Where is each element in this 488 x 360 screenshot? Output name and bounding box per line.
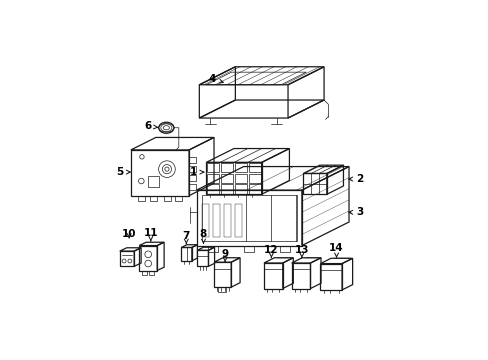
Text: 11: 11	[143, 228, 158, 241]
Text: 6: 6	[144, 121, 157, 131]
Text: 5: 5	[116, 167, 130, 177]
Text: 9: 9	[221, 249, 228, 262]
Text: 3: 3	[348, 207, 363, 217]
Text: 7: 7	[182, 231, 190, 244]
Text: 2: 2	[348, 174, 363, 184]
Text: 8: 8	[200, 229, 207, 243]
Text: 13: 13	[294, 245, 308, 257]
Text: 12: 12	[264, 245, 278, 257]
Text: 4: 4	[208, 74, 223, 84]
Text: 10: 10	[122, 229, 136, 239]
Text: 1: 1	[190, 167, 203, 177]
Text: 14: 14	[328, 243, 343, 257]
